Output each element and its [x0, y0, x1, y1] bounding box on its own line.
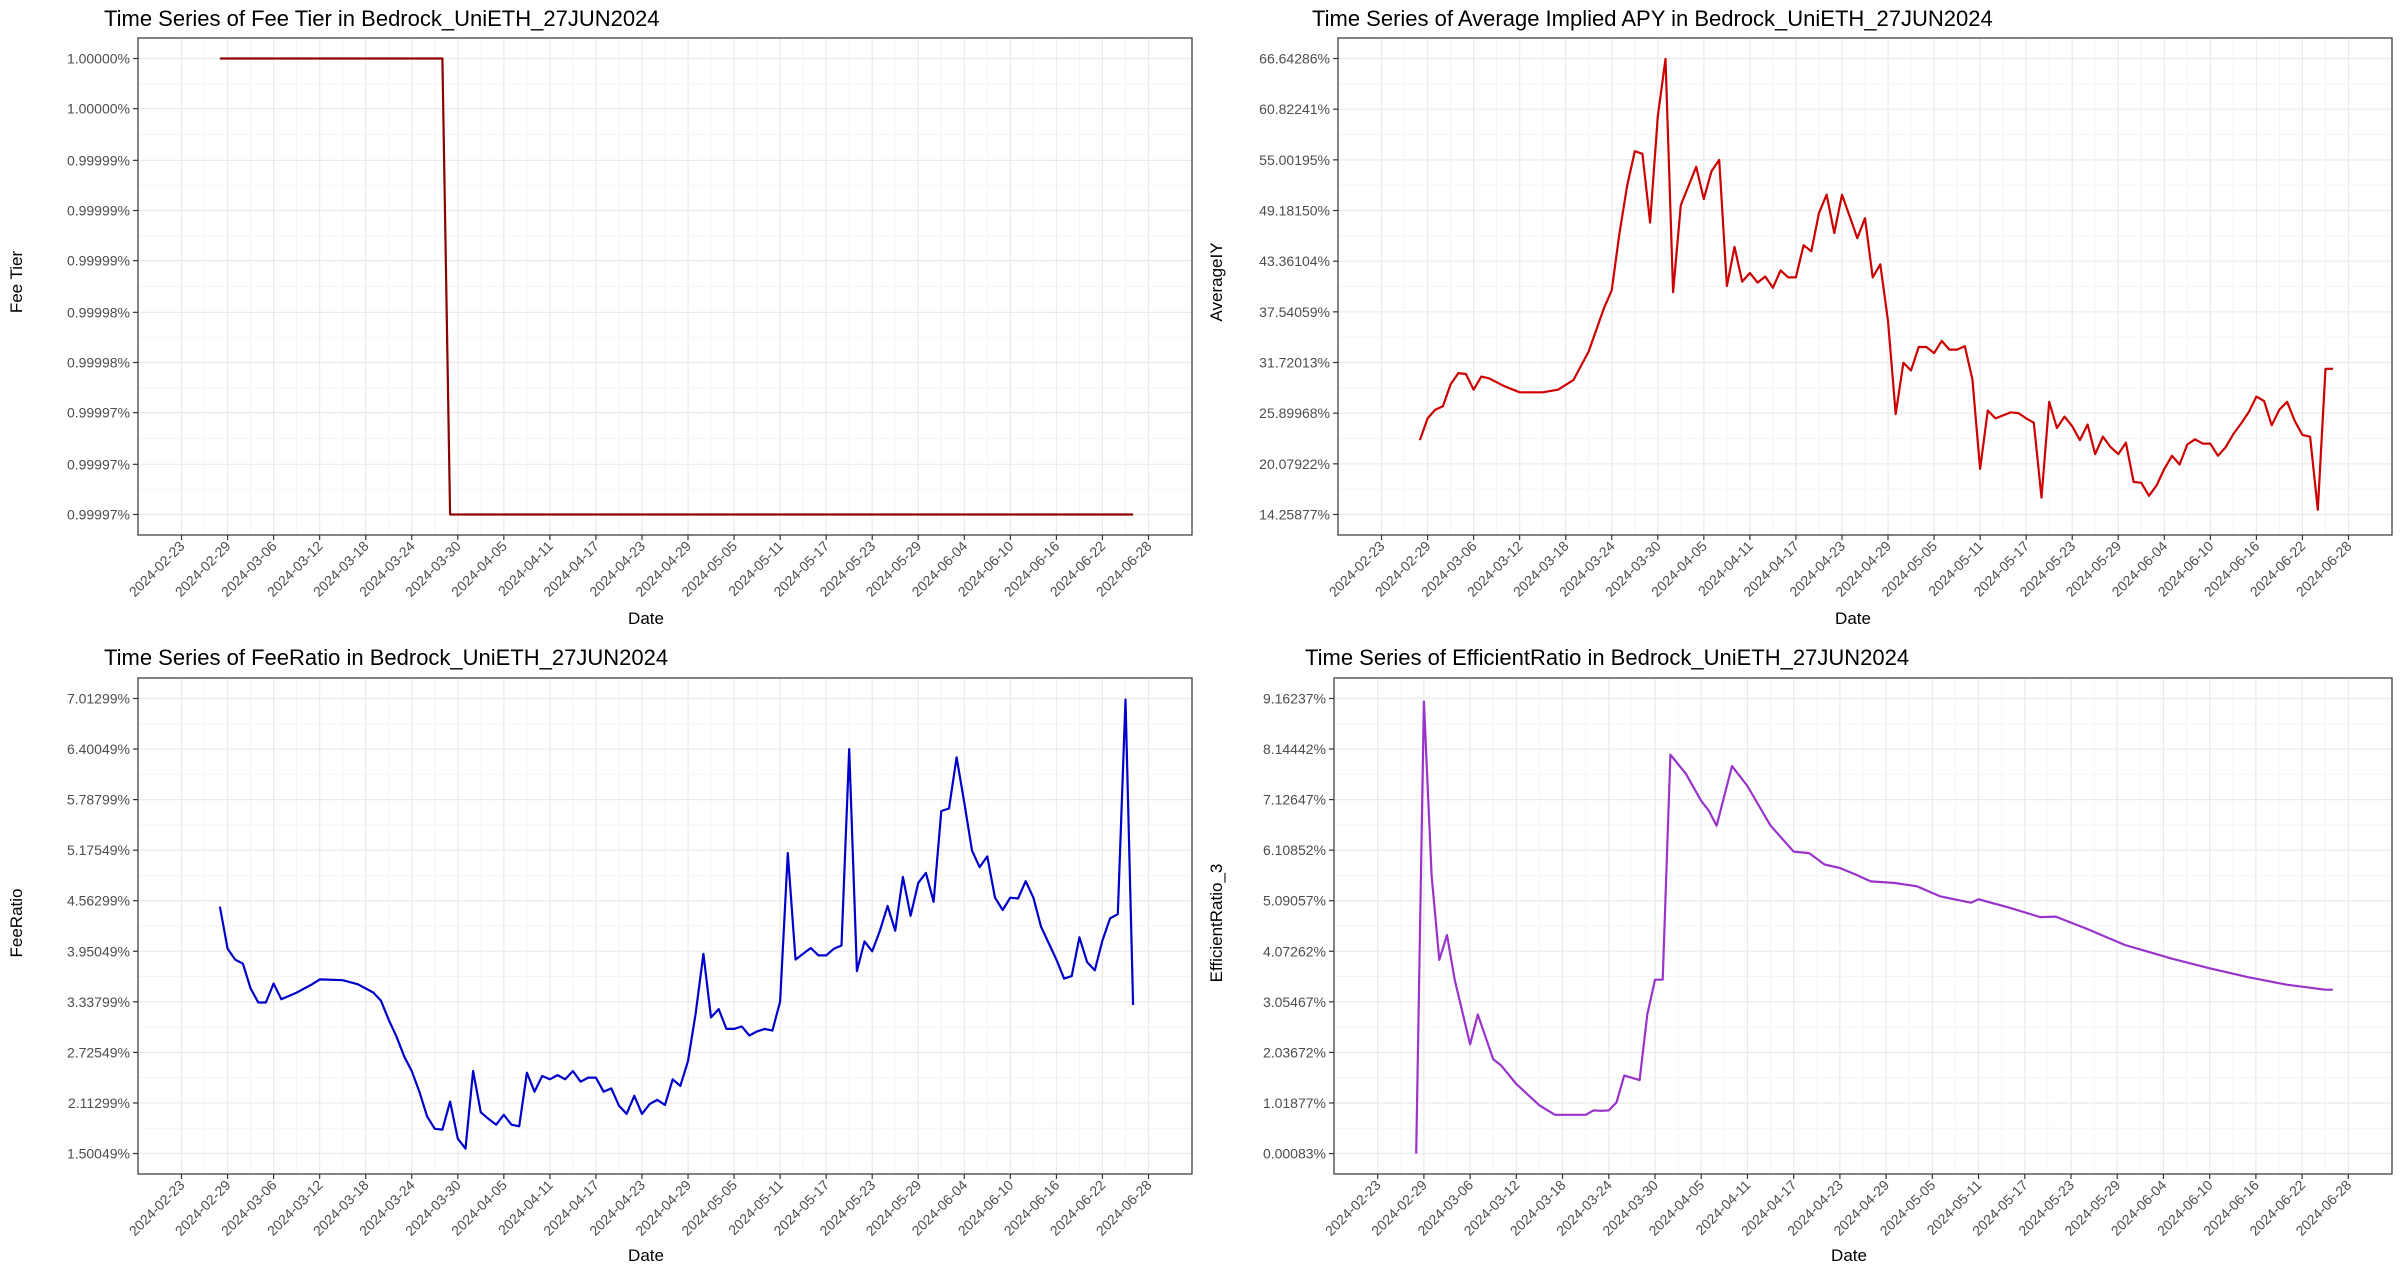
series-line — [1415, 700, 2333, 1154]
y-tick-label: 3.33799% — [67, 994, 130, 1010]
y-tick-label: 5.78799% — [67, 792, 130, 808]
fee-tier-chart: 0.99997% 0.99997% 0.99997% 0.99998% 0.99998%… — [67, 37, 1193, 600]
x-axis-label: Date — [1831, 1246, 1867, 1265]
y-tick-label: 2.03672% — [1263, 1044, 1326, 1060]
efficient-ratio-chart-panel: Time Series of EfficientRatio in Bedrock… — [1200, 637, 2400, 1275]
y-tick-label: 0.99997% — [67, 456, 130, 472]
chart-title: Time Series of FeeRatio in Bedrock_UniET… — [104, 645, 669, 670]
plot-panel-border — [1333, 677, 2393, 1175]
y-tick-label: 1.50049% — [67, 1146, 130, 1162]
y-tick-label: 0.99999% — [67, 203, 130, 219]
plot-panel-border — [137, 37, 1193, 536]
fee-ratio-chart-panel: Time Series of FeeRatio in Bedrock_UniET… — [0, 637, 1200, 1275]
y-tick-label: 1.00000% — [67, 101, 130, 117]
y-tick-label: 6.40049% — [67, 741, 130, 757]
x-axis-label: Date — [628, 609, 664, 628]
x-axis-label: Date — [1835, 609, 1871, 628]
plot-panel-border — [1337, 37, 2393, 536]
y-tick-label: 1.01877% — [1263, 1095, 1326, 1111]
y-tick-label: 0.99999% — [67, 152, 130, 168]
y-tick-label: 0.99997% — [67, 405, 130, 421]
y-tick-label: 2.72549% — [67, 1044, 130, 1060]
y-tick-label: 55.00195% — [1259, 152, 1330, 168]
chart-title: Time Series of EfficientRatio in Bedrock… — [1305, 645, 1910, 670]
series-line — [1418, 57, 2334, 511]
y-tick-label: 5.09057% — [1263, 893, 1326, 909]
y-tick-label: 37.54059% — [1259, 304, 1330, 320]
fee-ratio-chart: 1.50049% 2.11299% 2.72549% 3.33799% 3.95049%… — [67, 677, 1193, 1239]
plot-panel-border — [137, 677, 1193, 1175]
y-tick-label: 9.16237% — [1263, 690, 1326, 706]
x-axis-label: Date — [628, 1246, 664, 1265]
y-tick-label: 60.82241% — [1259, 101, 1330, 117]
average-implied-apy-chart: 14.25877% 20.07922% 25.89968% 31.72013% 37.5… — [1259, 37, 2393, 600]
y-tick-label: 0.99997% — [67, 506, 130, 522]
y-tick-label: 0.99998% — [67, 354, 130, 370]
y-tick-label: 0.00083% — [1263, 1146, 1326, 1162]
y-tick-label: 49.18150% — [1259, 203, 1330, 219]
average-implied-apy-chart-panel: Time Series of Average Implied APY in Be… — [1200, 0, 2400, 637]
y-tick-label: 25.89968% — [1259, 405, 1330, 421]
y-tick-label: 4.56299% — [67, 893, 130, 909]
y-tick-label: 7.01299% — [67, 690, 130, 706]
y-tick-label: 1.00000% — [67, 51, 130, 67]
y-tick-label: 6.10852% — [1263, 842, 1326, 858]
y-tick-label: 20.07922% — [1259, 456, 1330, 472]
fee-tier-chart-panel: Time Series of Fee Tier in Bedrock_UniET… — [0, 0, 1200, 637]
y-tick-label: 0.99998% — [67, 304, 130, 320]
y-tick-label: 66.64286% — [1259, 51, 1330, 67]
y-tick-label: 4.07262% — [1263, 943, 1326, 959]
efficient-ratio-chart: 0.00083% 1.01877% 2.03672% 3.05467% 4.07262%… — [1263, 677, 2393, 1239]
y-tick-label: 0.99999% — [67, 253, 130, 269]
series-line — [218, 698, 1135, 1150]
y-tick-label: 31.72013% — [1259, 354, 1330, 370]
y-tick-label: 3.05467% — [1263, 994, 1326, 1010]
y-tick-label: 5.17549% — [67, 842, 130, 858]
y-tick-label: 14.25877% — [1259, 506, 1330, 522]
y-tick-label: 7.12647% — [1263, 792, 1326, 808]
y-tick-label: 43.36104% — [1259, 253, 1330, 269]
y-tick-label: 2.11299% — [68, 1095, 130, 1111]
chart-title: Time Series of Fee Tier in Bedrock_UniET… — [104, 6, 660, 31]
series-line — [219, 57, 1134, 516]
y-tick-label: 8.14442% — [1263, 741, 1326, 757]
y-tick-label: 3.95049% — [67, 943, 130, 959]
chart-title: Time Series of Average Implied APY in Be… — [1312, 6, 1993, 31]
